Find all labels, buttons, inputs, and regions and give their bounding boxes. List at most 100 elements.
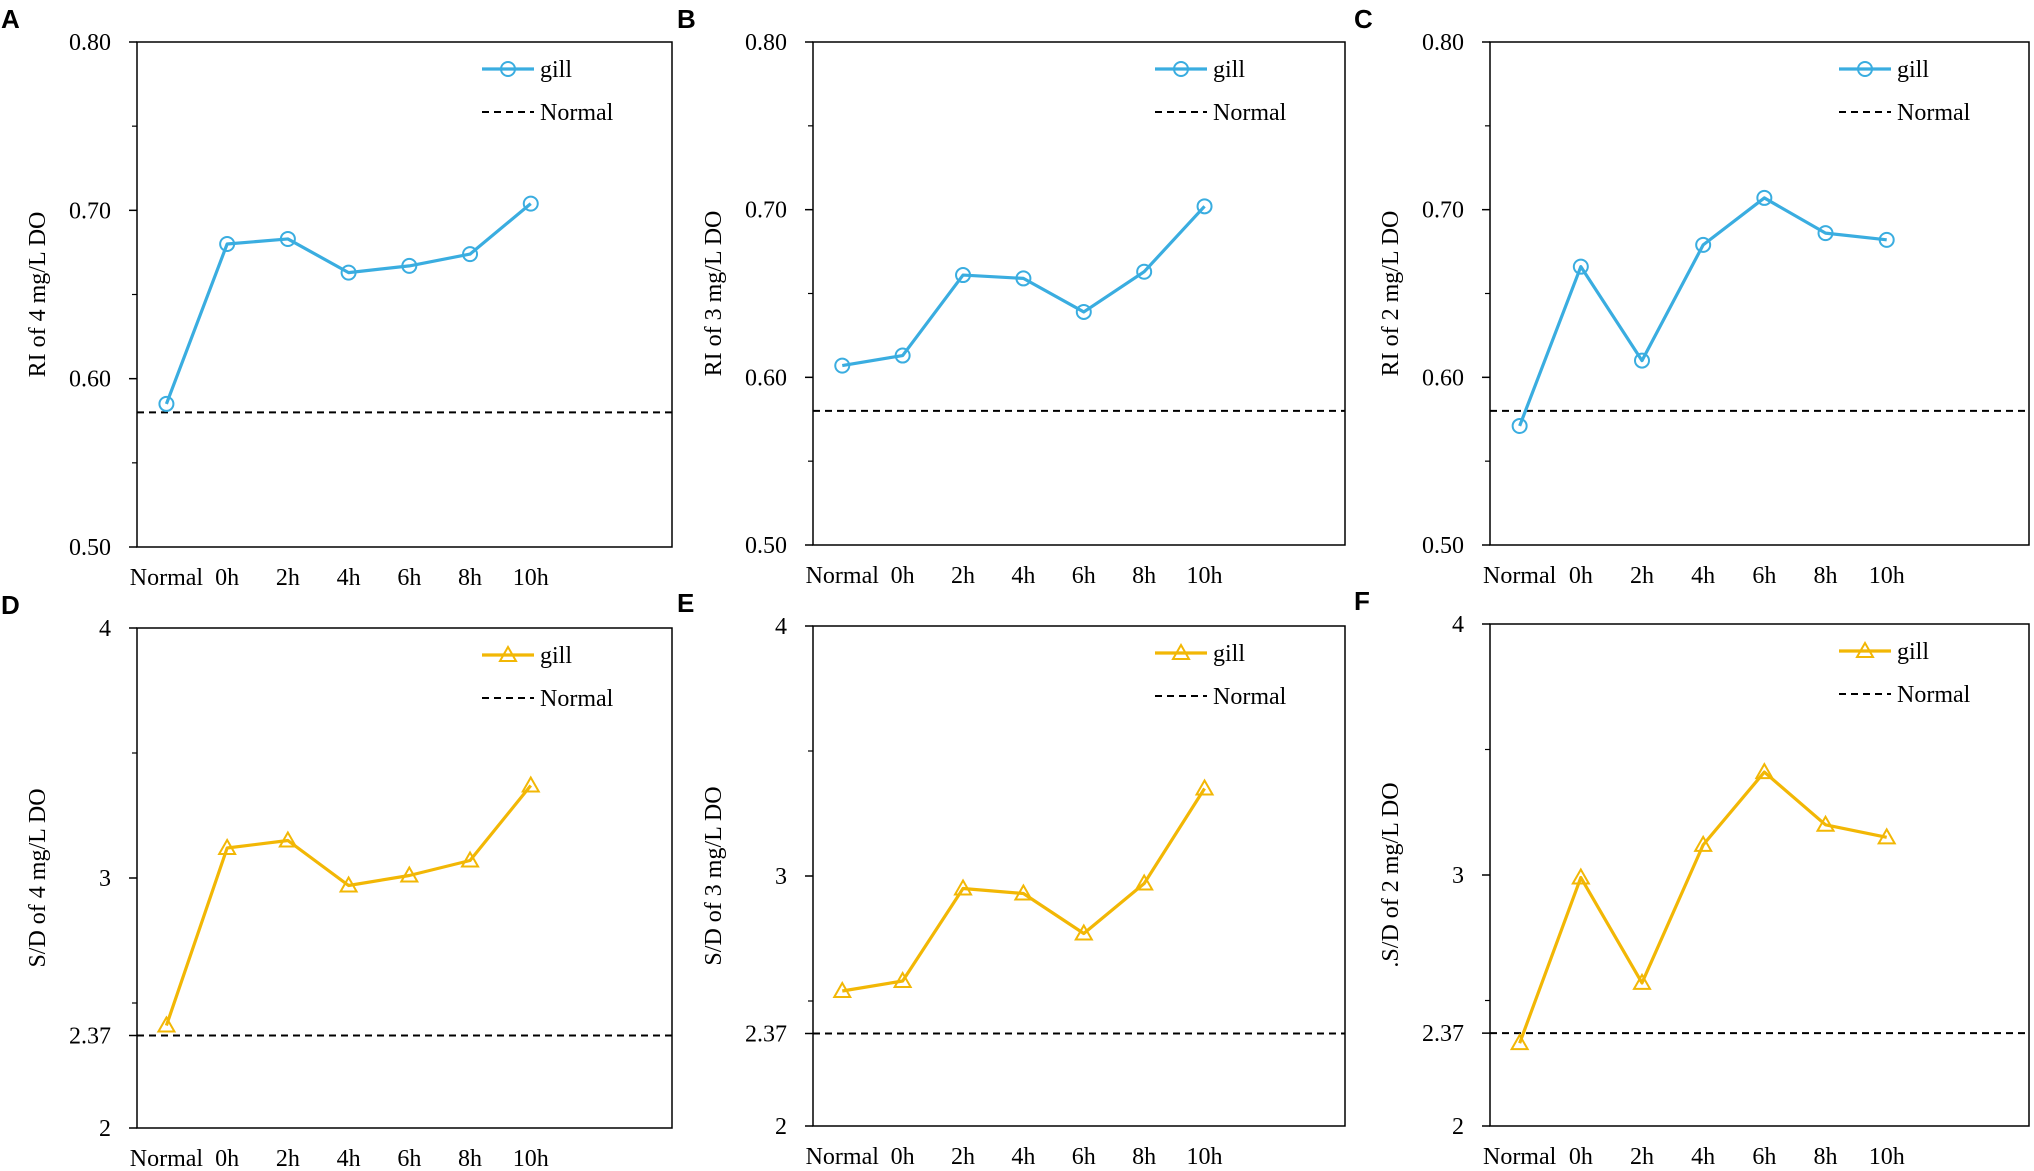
legend-label: gill xyxy=(540,57,572,83)
y-axis-title: RI of 2 mg/L DO xyxy=(1378,211,1404,377)
data-point xyxy=(340,264,357,281)
data-point xyxy=(1196,198,1213,215)
y-axis-title: S/D of 4 mg/L DO xyxy=(25,788,51,967)
data-point xyxy=(278,830,298,848)
data-point xyxy=(279,230,296,247)
y-tick-label: 0.80 xyxy=(69,30,111,56)
chart-panel-f: F 2 2.37 3 4 .S/D of 2 mg/L DO Normal 0h 2h 4h 6h 8… xyxy=(1354,586,2030,1170)
legend-label: Normal xyxy=(1213,100,1287,126)
x-tick-label: 4h xyxy=(1691,1144,1715,1170)
legend-label: gill xyxy=(1897,57,1929,83)
x-tick-label: 10h xyxy=(1869,1144,1905,1170)
x-tick-label: 10h xyxy=(1187,1144,1223,1170)
series-line-gill xyxy=(1518,196,1887,427)
data-point xyxy=(1876,827,1897,845)
x-tick-label: 2h xyxy=(1630,1144,1654,1170)
data-point xyxy=(955,267,972,284)
x-tick-label: 10h xyxy=(513,565,549,591)
y-tick-label: 2.37 xyxy=(1422,1021,1464,1047)
y-tick-label: 0.70 xyxy=(745,198,787,224)
y-tick-label: 2.37 xyxy=(745,1022,787,1048)
x-tick-label: 6h xyxy=(1072,563,1096,589)
legend-label: Normal xyxy=(540,100,614,126)
series-line-gill xyxy=(164,202,532,405)
y-tick-label: 0.50 xyxy=(745,533,787,559)
y-tick-label: 0.70 xyxy=(69,198,111,224)
data-point xyxy=(1013,883,1034,901)
data-point xyxy=(1194,778,1215,796)
x-tick-label: 10h xyxy=(513,1146,549,1171)
series-line-gill xyxy=(841,787,1206,993)
x-tick-label: 0h xyxy=(1569,1144,1593,1170)
x-tick-label: 6h xyxy=(1752,1144,1776,1170)
y-tick-label: 4 xyxy=(99,616,111,642)
y-tick-label: 0.80 xyxy=(1422,30,1464,56)
y-tick-label: 4 xyxy=(1452,612,1464,638)
x-tick-label: 6h xyxy=(1752,563,1776,589)
data-point xyxy=(1572,258,1589,275)
legend-label: gill xyxy=(1213,57,1245,83)
x-tick-label: Normal xyxy=(806,1144,880,1170)
data-point xyxy=(1878,231,1895,248)
y-tick-label: 2 xyxy=(775,1114,787,1140)
data-point xyxy=(1136,263,1153,280)
y-tick-label: 0.70 xyxy=(1422,198,1464,224)
data-point xyxy=(892,970,913,988)
chart-panel-e: E 2 2.37 3 4 S/D of 3 mg/L DO Normal 0h 2h 4h 6h 8h… xyxy=(677,588,1346,1170)
data-point xyxy=(1695,236,1712,253)
data-point xyxy=(156,1015,177,1033)
data-point xyxy=(1571,867,1591,885)
x-tick-label: 10h xyxy=(1869,563,1905,589)
legend-label: gill xyxy=(1213,641,1245,667)
data-point xyxy=(832,980,852,998)
data-point xyxy=(953,878,973,896)
data-point xyxy=(399,865,420,883)
data-point xyxy=(219,236,236,252)
series-line-gill xyxy=(841,205,1206,368)
legend-marker xyxy=(1855,640,1875,658)
y-tick-label: 0.60 xyxy=(745,365,787,391)
x-tick-label: 10h xyxy=(1187,563,1223,589)
y-tick-label: 0.50 xyxy=(69,535,111,561)
series-line-gill xyxy=(1518,770,1888,1044)
data-point xyxy=(1632,972,1652,990)
chart-panel-a: A 0.50 0.60 0.70 0.80 RI of 4 mg/L DO Normal 0h… xyxy=(1,4,673,591)
data-point xyxy=(462,246,479,263)
legend-label: Normal xyxy=(1213,684,1287,710)
x-tick-label: Normal xyxy=(806,563,880,589)
y-tick-label: 3 xyxy=(99,866,111,892)
panel-letter: A xyxy=(1,4,20,34)
legend-marker xyxy=(500,61,516,77)
legend-label: Normal xyxy=(1897,682,1971,708)
data-point xyxy=(460,850,480,868)
y-axis-title: .S/D of 2 mg/L DO xyxy=(1378,782,1404,967)
x-tick-label: 8h xyxy=(1814,563,1838,589)
legend-label: gill xyxy=(1897,639,1929,665)
y-axis-title: RI of 3 mg/L DO xyxy=(701,211,727,377)
legend-marker xyxy=(1173,61,1189,77)
data-point xyxy=(521,775,541,793)
x-tick-label: 8h xyxy=(458,565,482,591)
data-point xyxy=(401,257,418,274)
data-point xyxy=(158,395,175,412)
x-tick-label: Normal xyxy=(1483,1144,1557,1170)
x-tick-label: Normal xyxy=(130,565,204,591)
data-point xyxy=(1075,303,1092,320)
panel-letter: F xyxy=(1354,586,1370,616)
y-tick-label: 2 xyxy=(99,1116,111,1142)
x-tick-label: 4h xyxy=(1011,1144,1035,1170)
y-axis-title: S/D of 3 mg/L DO xyxy=(701,786,727,965)
legend-label: Normal xyxy=(1897,100,1971,126)
panel-letter: C xyxy=(1354,4,1373,34)
x-tick-label: 0h xyxy=(891,563,915,589)
x-tick-label: 8h xyxy=(458,1146,482,1171)
data-point xyxy=(1754,762,1775,780)
x-tick-label: 8h xyxy=(1132,1144,1156,1170)
data-point xyxy=(522,195,539,212)
legend-marker xyxy=(1171,642,1191,660)
x-tick-label: 8h xyxy=(1132,563,1156,589)
y-tick-label: 3 xyxy=(775,864,787,890)
chart-panel-c: C 0.50 0.60 0.70 0.80 RI of 2 mg/L DO Normal 0h… xyxy=(1354,4,2030,589)
y-tick-label: 0.60 xyxy=(1422,365,1464,391)
x-tick-label: 4h xyxy=(1011,563,1035,589)
